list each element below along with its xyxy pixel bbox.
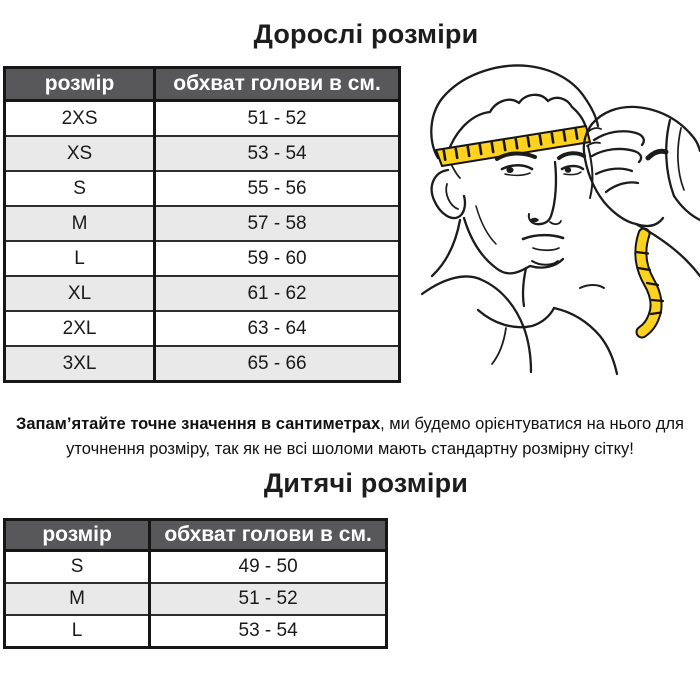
adult-header-circumference: обхват голови в см. [153,66,401,102]
head-circumference-cell: 65 - 66 [153,345,401,383]
arm-top [590,105,700,153]
table-row: 2XS 51 - 52 [3,99,401,137]
arm-bottom [634,222,700,278]
right-eyebrow [557,151,586,160]
kids-header-size: розмір [3,518,152,552]
finger-2 [590,147,643,164]
mouth [521,233,565,241]
tape-band-ticks [442,128,579,161]
head-circumference-cell: 63 - 64 [153,310,401,347]
nose [534,160,558,226]
thumb [604,181,640,194]
jaw [462,216,565,275]
measurement-note: Запам’ятайте точне значення в сантиметра… [0,412,700,462]
cuff [665,118,676,198]
table-row: 3XL 65 - 66 [3,345,401,383]
table-row: 2XL 63 - 64 [3,310,401,347]
adult-size-table: розмір обхват голови в см. 2XS 51 - 52 XS 5… [3,66,401,383]
adult-table-header-row: розмір обхват голови в см. [3,66,401,102]
hairline [446,93,588,154]
ear [430,168,467,220]
hanging-tape [634,227,665,339]
neck-front [521,266,528,308]
head-circumference-cell: 59 - 60 [153,240,401,277]
kids-size-table: розмір обхват голови в см. S 49 - 50 M 51 -… [3,518,388,649]
finger-1 [592,130,645,147]
note-bold-text: Запам’ятайте точне значення в сантиметра… [16,415,381,433]
table-row: M 51 - 52 [3,582,388,616]
table-row: M 57 - 58 [3,205,401,242]
table-row: L 53 - 54 [3,614,388,649]
kids-table-header-row: розмір обхват голови в см. [3,518,388,552]
chin-crease [531,260,559,266]
size-cell: M [3,582,152,616]
head-measurement-illustration [420,62,700,410]
man-measuring-head-drawing [420,64,700,376]
table-row: XL 61 - 62 [3,275,401,312]
head-circumference-cell: 55 - 56 [153,170,401,207]
table-row: L 59 - 60 [3,240,401,277]
size-cell: 2XL [3,310,157,347]
right-eye [560,164,585,171]
head-circumference-cell: 53 - 54 [148,614,388,649]
finger-3 [594,167,634,176]
neck-back [430,218,462,278]
head-outline [430,64,600,160]
size-cell: 2XS [3,99,157,137]
size-cell: XL [3,275,157,312]
kids-section-title: Дитячі розміри [263,468,469,498]
hand-outline [582,122,665,228]
head-circumference-cell: 51 - 52 [153,99,401,137]
left-eyebrow [495,151,537,161]
head-circumference-cell: 49 - 50 [148,549,388,584]
size-cell: L [3,614,152,649]
adult-section-title: Дорослі розміри [253,19,479,49]
adult-header-size: розмір [3,66,157,102]
table-row: XS 53 - 54 [3,135,401,172]
size-cell: S [3,170,157,207]
table-row: S 49 - 50 [3,549,388,584]
head-circumference-cell: 61 - 62 [153,275,401,312]
head-circumference-cell: 53 - 54 [153,135,401,172]
size-cell: L [3,240,157,277]
size-cell: S [3,549,152,584]
kids-header-circumference: обхват голови в см. [148,518,388,552]
table-row: S 55 - 56 [3,170,401,207]
chest-right [552,306,619,376]
size-cell: XS [3,135,157,172]
head-circumference-cell: 57 - 58 [153,205,401,242]
left-eye [500,163,534,171]
left-shoulder [420,275,533,374]
head-circumference-cell: 51 - 52 [148,582,388,616]
size-cell: M [3,205,157,242]
note-regular-text: , ми будемо орієнтуватися на нього для у… [66,415,684,458]
size-cell: 3XL [3,345,157,383]
collar [476,306,556,329]
